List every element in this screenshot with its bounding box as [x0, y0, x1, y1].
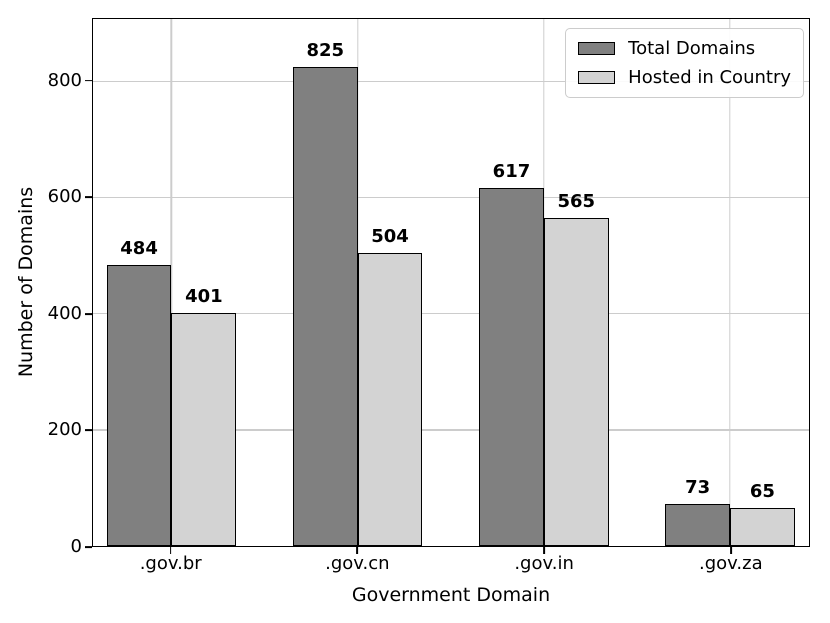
x-tick-label-.gov.in: .gov.in — [514, 553, 574, 574]
x-tick-mark-.gov.cn — [356, 547, 359, 554]
bar-.gov.in-hosted — [543, 217, 609, 546]
legend-label: Total Domains — [628, 38, 756, 59]
gridline-y-600 — [93, 196, 809, 199]
legend-label: Hosted in Country — [628, 66, 791, 88]
bar-.gov.in-total — [479, 187, 544, 546]
y-tick-mark-400 — [85, 312, 92, 315]
bar-.gov.br-total — [106, 264, 172, 546]
gridline-x-.gov.br — [170, 19, 173, 546]
gridline-x-.gov.za — [729, 19, 731, 546]
x-tick-label-.gov.br: .gov.br — [139, 553, 202, 574]
bar-.gov.br-hosted — [171, 313, 237, 546]
bar-.gov.za-hosted — [730, 508, 795, 546]
y-tick-label-800: 800 — [47, 69, 82, 91]
y-tick-label-600: 600 — [47, 186, 82, 208]
legend-entry: Total Domains — [578, 38, 791, 60]
bar-value-label: 825 — [306, 39, 345, 61]
legend: Total Domains Hosted in Country — [565, 28, 804, 99]
x-tick-mark-.gov.za — [729, 547, 732, 554]
bar-value-label: 504 — [371, 226, 409, 248]
gridline-y-400 — [93, 313, 809, 315]
y-tick-mark-200 — [85, 429, 92, 432]
gridline-y-800 — [93, 80, 809, 83]
bar-.gov.cn-total — [292, 66, 358, 546]
x-axis-label: Government Domain — [351, 584, 551, 606]
legend-entry: Hosted in Country — [578, 67, 791, 89]
y-tick-mark-600 — [85, 196, 92, 199]
bar-value-label: 565 — [557, 190, 596, 212]
bar-value-label: 401 — [185, 286, 223, 308]
bar-value-label: 484 — [120, 237, 158, 259]
bar-.gov.za-total — [665, 503, 731, 546]
y-tick-label-400: 400 — [47, 302, 82, 324]
bar-.gov.cn-hosted — [357, 253, 423, 546]
x-tick-mark-.gov.br — [169, 547, 172, 554]
bar-value-label: 617 — [492, 160, 531, 182]
plot-area: 484 401 825 504 617 565 73 65 Total Domains Host… — [92, 18, 810, 547]
x-tick-label-.gov.cn: .gov.cn — [325, 553, 390, 574]
legend-swatch-icon — [578, 70, 616, 84]
x-tick-label-.gov.za: .gov.za — [698, 553, 763, 574]
y-tick-mark-800 — [85, 79, 92, 82]
bar-value-label: 73 — [685, 476, 711, 498]
x-tick-mark-.gov.in — [543, 547, 546, 554]
y-tick-label-200: 200 — [47, 419, 82, 441]
gridline-y-200 — [93, 429, 809, 431]
y-tick-label-0: 0 — [70, 536, 82, 557]
legend-swatch-icon — [578, 42, 616, 56]
y-tick-mark-0 — [85, 546, 92, 548]
y-axis-label: Number of Domains — [15, 186, 37, 378]
bar-value-label: 65 — [749, 481, 775, 503]
